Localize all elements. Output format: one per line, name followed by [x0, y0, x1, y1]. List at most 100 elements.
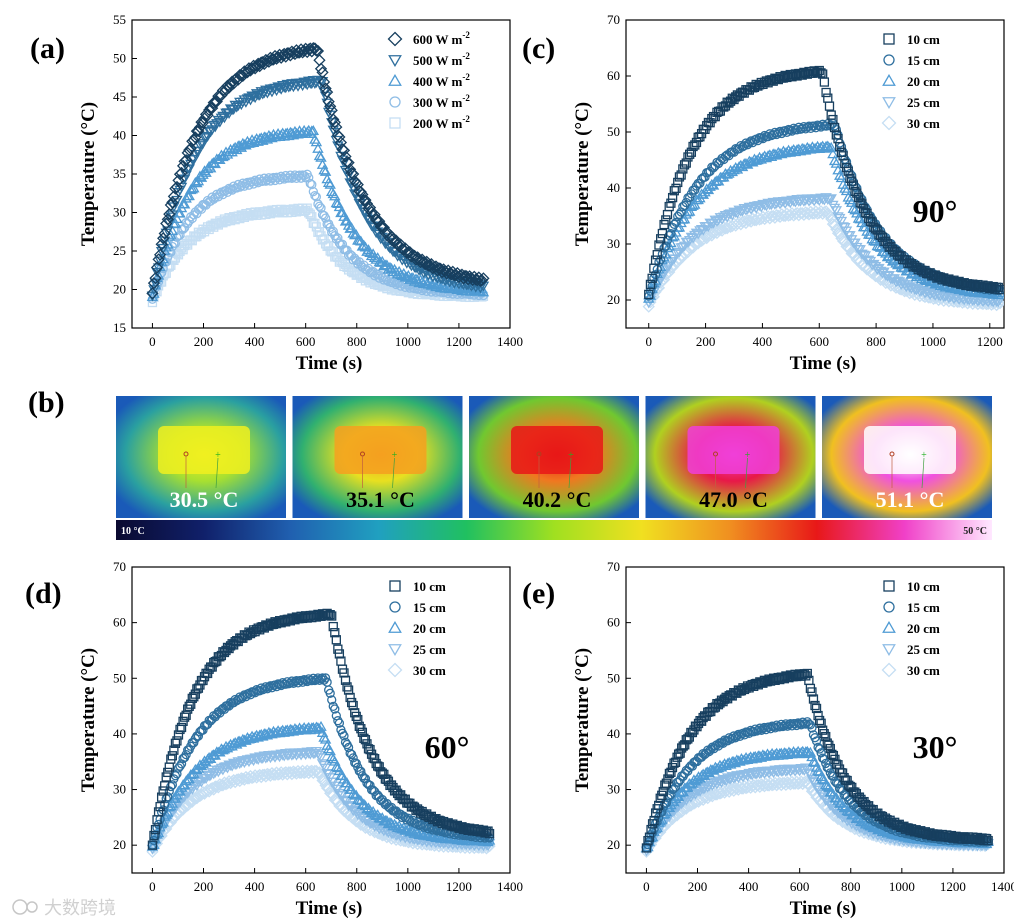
data-point	[176, 803, 190, 816]
legend-marker	[881, 115, 897, 131]
data-point	[741, 138, 751, 148]
data-point	[652, 250, 662, 260]
data-point	[253, 729, 266, 740]
data-point	[354, 185, 367, 199]
panel-label-d: (d)	[25, 577, 62, 610]
legend-marker	[388, 620, 402, 633]
x-tick-label: 200	[194, 879, 214, 894]
legend-marker	[883, 54, 895, 66]
data-point	[181, 749, 191, 760]
legend-label: 15 cm	[413, 600, 446, 615]
data-point	[338, 795, 350, 806]
series-10-cm	[147, 608, 495, 850]
y-tick-label: 50	[113, 51, 126, 66]
y-tick-label: 60	[607, 68, 620, 83]
data-point	[308, 186, 318, 197]
data-point	[412, 253, 426, 266]
data-point	[184, 216, 194, 226]
data-point	[192, 124, 205, 138]
data-point	[821, 731, 831, 742]
thermal-image: +51.1 °C	[822, 396, 992, 518]
thermal-temperature-label: 35.1 °C	[346, 487, 415, 512]
data-point	[804, 121, 814, 131]
data-point	[646, 824, 656, 835]
data-point	[362, 265, 372, 275]
data-point	[440, 267, 453, 280]
data-point	[153, 248, 167, 261]
panel-label-c: (c)	[522, 32, 555, 65]
thermal-temperature-label: 40.2 °C	[523, 487, 592, 512]
data-point	[825, 212, 838, 226]
data-point	[661, 241, 671, 251]
data-point	[320, 673, 331, 683]
data-point	[656, 813, 668, 824]
data-point	[827, 148, 839, 159]
heated-sample	[511, 426, 603, 474]
x-axis-label: Time (s)	[296, 898, 363, 919]
data-point	[676, 170, 686, 180]
data-point	[158, 227, 171, 240]
data-point	[353, 794, 366, 805]
plot-frame	[625, 19, 1005, 329]
data-point	[240, 756, 252, 767]
data-point	[661, 215, 671, 225]
panel-d: (d) 0 200 400 600 800 1000 1200 140020304050607…	[25, 559, 523, 919]
legend-label: 20 cm	[907, 621, 940, 636]
data-point	[319, 763, 332, 774]
thermal-image-strip: +30.5 °C+35.1 °C+40.2 °C+47.0 °C+51.1 °C	[116, 396, 992, 518]
data-point	[667, 192, 678, 203]
data-point	[209, 194, 219, 204]
data-point	[186, 183, 198, 194]
y-axis-label: Temperature (°C)	[78, 648, 99, 792]
x-tick-label: 200	[194, 334, 214, 349]
data-point	[170, 180, 184, 194]
measure-leader-line	[215, 457, 219, 489]
panel-b: (b) +30.5 °C+35.1 °C+40.2 °C+47.0 °C+51.…	[28, 386, 992, 540]
legend-marker	[882, 620, 896, 633]
data-point	[821, 780, 833, 791]
data-point	[827, 749, 837, 760]
data-point	[362, 739, 372, 749]
data-point	[654, 240, 664, 250]
legend-marker	[387, 662, 403, 678]
data-point	[183, 190, 195, 201]
data-point	[647, 273, 657, 283]
x-tick-label: 0	[645, 334, 652, 349]
data-point	[146, 287, 159, 300]
y-tick-label: 40	[113, 128, 126, 143]
data-point	[207, 192, 217, 202]
data-point	[155, 801, 165, 812]
data-point	[186, 795, 199, 808]
x-tick-label: 600	[296, 879, 316, 894]
data-point	[190, 792, 203, 805]
data-point	[657, 249, 668, 259]
thermal-image: +35.1 °C	[292, 396, 463, 518]
data-point	[160, 781, 170, 791]
x-tick-label: 1400	[991, 879, 1014, 894]
data-point	[818, 753, 828, 763]
data-point	[316, 203, 326, 213]
data-point	[150, 261, 164, 274]
data-point	[474, 274, 487, 288]
measure-cross-icon: +	[568, 450, 574, 461]
data-point	[823, 209, 836, 222]
data-point	[678, 213, 691, 224]
y-tick-label: 50	[607, 670, 620, 685]
data-point	[669, 758, 679, 768]
data-point	[802, 717, 812, 727]
data-point	[198, 725, 208, 735]
x-tick-label: 400	[245, 334, 265, 349]
legend-label-superscript: -2	[462, 30, 470, 40]
data-point	[657, 228, 668, 239]
data-point	[710, 226, 724, 240]
angle-annotation: 30°	[913, 729, 958, 765]
legend-label: 20 cm	[413, 621, 446, 636]
data-point	[804, 769, 817, 780]
data-point	[830, 754, 840, 765]
legend-marker	[388, 644, 402, 657]
data-point	[830, 223, 843, 236]
x-axis-label: Time (s)	[790, 898, 857, 919]
data-point	[346, 250, 357, 261]
data-point	[342, 682, 352, 692]
